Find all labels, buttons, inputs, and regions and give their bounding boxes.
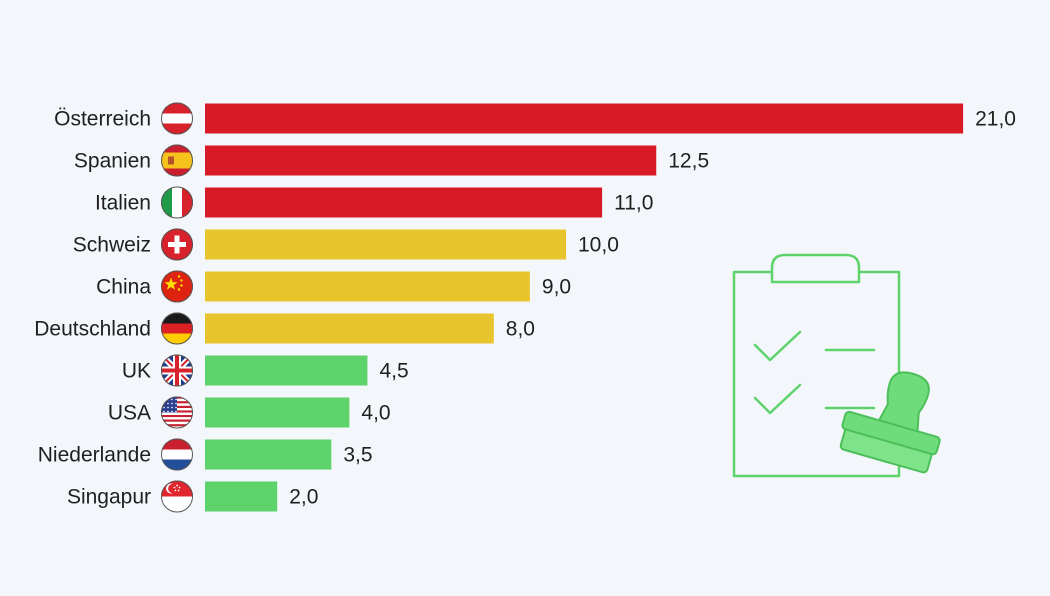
category-label: UK bbox=[122, 360, 151, 383]
bar-row--sterreich: Österreich 21,0 bbox=[54, 102, 1016, 135]
bar bbox=[205, 103, 964, 134]
china-flag-icon bbox=[161, 270, 193, 303]
category-label: Schweiz bbox=[73, 234, 151, 257]
category-label: Singapur bbox=[67, 486, 151, 509]
value-label: 2,0 bbox=[289, 486, 318, 509]
category-label: China bbox=[96, 276, 151, 299]
spain-flag-icon bbox=[161, 144, 193, 177]
value-label: 3,5 bbox=[343, 444, 372, 467]
netherlands-flag-icon bbox=[161, 438, 193, 471]
bar-row-singapur: Singapur 2,0 bbox=[67, 480, 318, 513]
value-label: 21,0 bbox=[975, 108, 1016, 131]
bar-row-italien: Italien 11,0 bbox=[95, 186, 653, 219]
clipboard-clip bbox=[770, 253, 861, 284]
value-label: 11,0 bbox=[614, 192, 653, 215]
category-label: Spanien bbox=[74, 150, 151, 173]
category-label: Niederlande bbox=[38, 444, 151, 467]
value-label: 4,0 bbox=[361, 402, 390, 425]
category-label: Italien bbox=[95, 192, 151, 215]
bar bbox=[205, 397, 350, 428]
value-label: 8,0 bbox=[506, 318, 535, 341]
bar-row-china: China 9,0 bbox=[96, 270, 571, 303]
austria-flag-icon bbox=[161, 102, 193, 135]
category-label: Deutschland bbox=[34, 318, 151, 341]
uk-flag-icon bbox=[161, 354, 193, 387]
bar-row-spanien: Spanien 12,5 bbox=[74, 144, 709, 177]
bar bbox=[205, 145, 657, 176]
singapore-flag-icon bbox=[161, 480, 193, 513]
bar-row-deutschland: Deutschland 8,0 bbox=[34, 312, 535, 345]
bar bbox=[205, 439, 332, 470]
bar bbox=[205, 481, 278, 512]
bar-row-niederlande: Niederlande 3,5 bbox=[38, 438, 373, 471]
value-label: 12,5 bbox=[668, 150, 709, 173]
italy-flag-icon bbox=[161, 186, 193, 219]
value-label: 9,0 bbox=[542, 276, 571, 299]
bar-row-usa: USA 4,0 bbox=[108, 396, 391, 429]
bar bbox=[205, 271, 530, 302]
value-label: 4,5 bbox=[379, 360, 408, 383]
bar-row-uk: UK 4,5 bbox=[122, 354, 409, 387]
switzerland-flag-icon bbox=[161, 228, 193, 261]
bar-row-schweiz: Schweiz 10,0 bbox=[73, 228, 619, 261]
bar bbox=[205, 355, 368, 386]
usa-flag-icon bbox=[161, 396, 193, 429]
check-mark-1 bbox=[753, 330, 802, 362]
bars-layer: Österreich 21,0 Spanien 12,5 Italien 11,0 Schw… bbox=[34, 102, 1016, 513]
bar bbox=[205, 229, 566, 260]
bar bbox=[205, 313, 494, 344]
category-label: USA bbox=[108, 402, 151, 425]
check-mark-2 bbox=[753, 383, 802, 415]
value-label: 10,0 bbox=[578, 234, 619, 257]
germany-flag-icon bbox=[161, 312, 193, 345]
bar bbox=[205, 187, 603, 218]
stamp-icon bbox=[839, 371, 941, 474]
category-label: Österreich bbox=[54, 108, 151, 131]
clipboard-checklist-stamp-icon bbox=[732, 253, 941, 478]
